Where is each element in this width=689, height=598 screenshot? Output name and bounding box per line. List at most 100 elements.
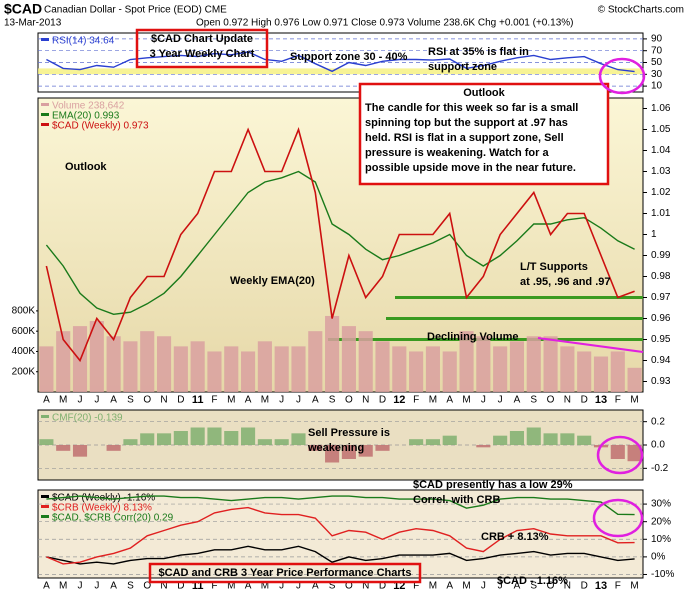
x-tick-label: A xyxy=(110,395,117,406)
x-tick-label: N xyxy=(362,581,369,592)
y-tick-label: 70 xyxy=(651,45,663,56)
x-tick-label: A xyxy=(446,581,453,592)
bar xyxy=(476,336,491,392)
y-tick-label: 90 xyxy=(651,34,663,45)
x-tick-label: D xyxy=(379,581,386,592)
bar xyxy=(627,445,642,462)
bar xyxy=(190,427,205,445)
y-tick-label: 0.97 xyxy=(651,292,671,303)
x-tick-label: J xyxy=(296,581,301,592)
x-tick-label: S xyxy=(329,395,336,406)
x-tick-label: O xyxy=(547,395,555,406)
annotation: Weekly EMA(20) xyxy=(230,275,315,287)
x-tick-label: N xyxy=(160,395,167,406)
bar xyxy=(560,433,575,445)
bar xyxy=(577,351,592,392)
x-tick-label: O xyxy=(345,581,353,592)
series-line xyxy=(46,51,635,73)
x-tick-label: F xyxy=(413,395,419,406)
annotation: $CAD Chart Update xyxy=(151,33,253,45)
x-tick-label: M xyxy=(630,395,638,406)
x-tick-label: F xyxy=(413,581,419,592)
x-tick-label: O xyxy=(345,395,353,406)
x-tick-label: A xyxy=(43,581,50,592)
bar xyxy=(325,445,340,463)
bar xyxy=(341,326,356,392)
bar xyxy=(526,427,541,445)
series-line xyxy=(46,506,635,565)
bar xyxy=(392,346,407,392)
x-tick-label: M xyxy=(429,395,437,406)
x-tick-label: 13 xyxy=(595,580,607,592)
legend-entry: $CRB (Weekly) 8.13% xyxy=(52,503,152,514)
y-tick-label: 1.01 xyxy=(651,208,671,219)
annotation: L/T Supports xyxy=(520,261,588,273)
bar xyxy=(291,346,306,392)
x-tick-label: J xyxy=(78,395,83,406)
legend-entry: $CAD (Weekly) 0.973 xyxy=(52,121,149,132)
x-tick-label: J xyxy=(498,395,503,406)
x-tick-label: D xyxy=(581,581,588,592)
bar xyxy=(140,331,155,392)
y-tick-label: 1.04 xyxy=(651,145,671,156)
bar xyxy=(509,341,525,392)
bar xyxy=(409,439,424,445)
legend-entry: RSI(14) 34.64 xyxy=(52,36,115,47)
x-tick-label: S xyxy=(530,581,537,592)
x-tick-label: A xyxy=(514,395,521,406)
x-tick-label: S xyxy=(127,581,134,592)
x-tick-label: O xyxy=(547,581,555,592)
series-line xyxy=(45,126,635,363)
series-line xyxy=(45,170,635,316)
bar xyxy=(39,346,54,392)
bar xyxy=(442,351,457,392)
series-line xyxy=(46,495,635,516)
x-tick-label: A xyxy=(43,395,50,406)
annotation: at .95, .96 and .97 xyxy=(520,276,611,288)
legend-entry: Volume 238,642 xyxy=(52,101,125,112)
bar xyxy=(610,351,625,392)
bar xyxy=(291,433,306,445)
y2-tick-label: 800K xyxy=(12,306,36,317)
bar xyxy=(241,427,256,445)
y-tick-label: 0.99 xyxy=(651,250,671,261)
annotations: $CAD Chart Update 3 Year Weekly Chart Supp… xyxy=(65,28,611,587)
x-tick-label: N xyxy=(564,395,571,406)
legend-entry: CMF(20) -0.139 xyxy=(52,413,123,424)
legend-swatch xyxy=(41,38,49,41)
x-tick-label: A xyxy=(245,395,252,406)
x-tick-label: F xyxy=(615,395,621,406)
bar xyxy=(593,356,609,392)
annotation: Outlook xyxy=(463,87,505,99)
title: Canadian Dollar - Spot Price (EOD) CME xyxy=(44,5,227,16)
bar xyxy=(39,439,54,445)
annotation: CRB + 8.13% xyxy=(481,531,549,543)
x-tick-label: M xyxy=(261,395,269,406)
y-tick-label: 10 xyxy=(651,81,663,92)
bar xyxy=(543,433,558,445)
bar xyxy=(207,427,222,445)
x-tick-label: A xyxy=(245,581,252,592)
x-tick-label: D xyxy=(177,581,184,592)
bar xyxy=(358,331,373,392)
bar xyxy=(173,346,188,392)
x-tick-label: J xyxy=(279,395,284,406)
bar xyxy=(358,445,373,457)
bar xyxy=(241,351,256,392)
annotation: $CAD and CRB 3 Year Price Performance Ch… xyxy=(159,567,412,579)
x-tick-label: A xyxy=(110,581,117,592)
y-tick-label: 0.95 xyxy=(651,334,671,345)
annotation: $CAD - 1.16% xyxy=(497,575,568,587)
bar xyxy=(493,435,508,445)
bar xyxy=(560,346,575,392)
bar xyxy=(308,445,323,451)
y2-tick-label: 400K xyxy=(12,346,36,357)
annotation: Correl. with CRB xyxy=(413,494,500,506)
y-tick-label: 30% xyxy=(651,499,671,510)
x-tick-label: M xyxy=(261,581,269,592)
annotation: $CAD presently has a low 29% xyxy=(413,479,573,491)
annotation: possible upside move in the near future. xyxy=(365,162,576,174)
y2-tick-label: 200K xyxy=(12,366,36,377)
